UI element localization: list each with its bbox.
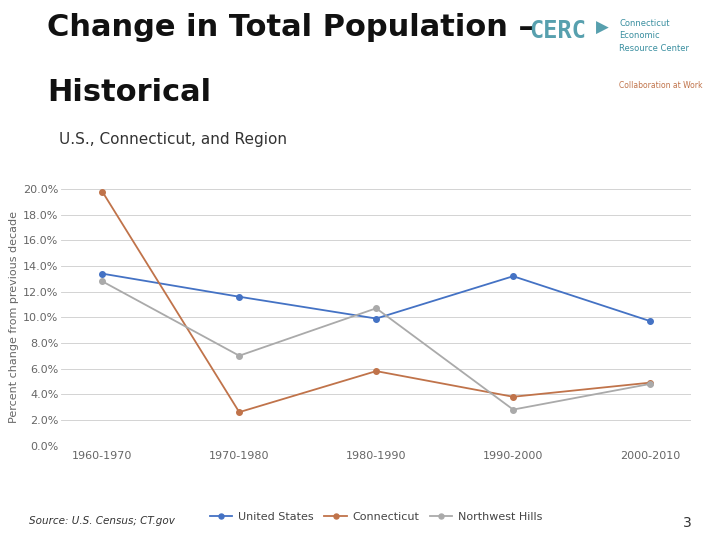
Connecticut [372,368,380,374]
Text: 3: 3 [683,516,691,530]
Text: Collaboration at Work: Collaboration at Work [619,81,703,90]
Text: Historical: Historical [47,78,211,107]
Northwest Hills [646,381,654,387]
Connecticut [646,380,654,386]
United States [509,273,518,280]
United States [235,294,243,300]
Text: CERC: CERC [529,19,586,43]
Text: U.S., Connecticut, and Region: U.S., Connecticut, and Region [59,132,287,147]
Text: Connecticut
Economic
Resource Center: Connecticut Economic Resource Center [619,19,689,53]
Northwest Hills [98,278,107,285]
United States [372,315,380,322]
Text: Source: U.S. Census; CT.gov: Source: U.S. Census; CT.gov [29,516,175,526]
United States [98,271,107,277]
United States [646,318,654,325]
Connecticut [98,188,107,195]
Y-axis label: Percent change from previous decade: Percent change from previous decade [9,211,19,423]
Connecticut [235,409,243,415]
Northwest Hills [509,406,518,413]
Line: Northwest Hills: Northwest Hills [99,279,653,413]
Text: ▶: ▶ [596,19,609,37]
Northwest Hills [235,353,243,359]
Text: Change in Total Population –: Change in Total Population – [47,14,534,43]
Line: United States: United States [99,271,653,324]
Connecticut [509,394,518,400]
Line: Connecticut: Connecticut [99,189,653,415]
Legend: United States, Connecticut, Northwest Hills: United States, Connecticut, Northwest Hi… [205,508,547,526]
Northwest Hills [372,305,380,312]
